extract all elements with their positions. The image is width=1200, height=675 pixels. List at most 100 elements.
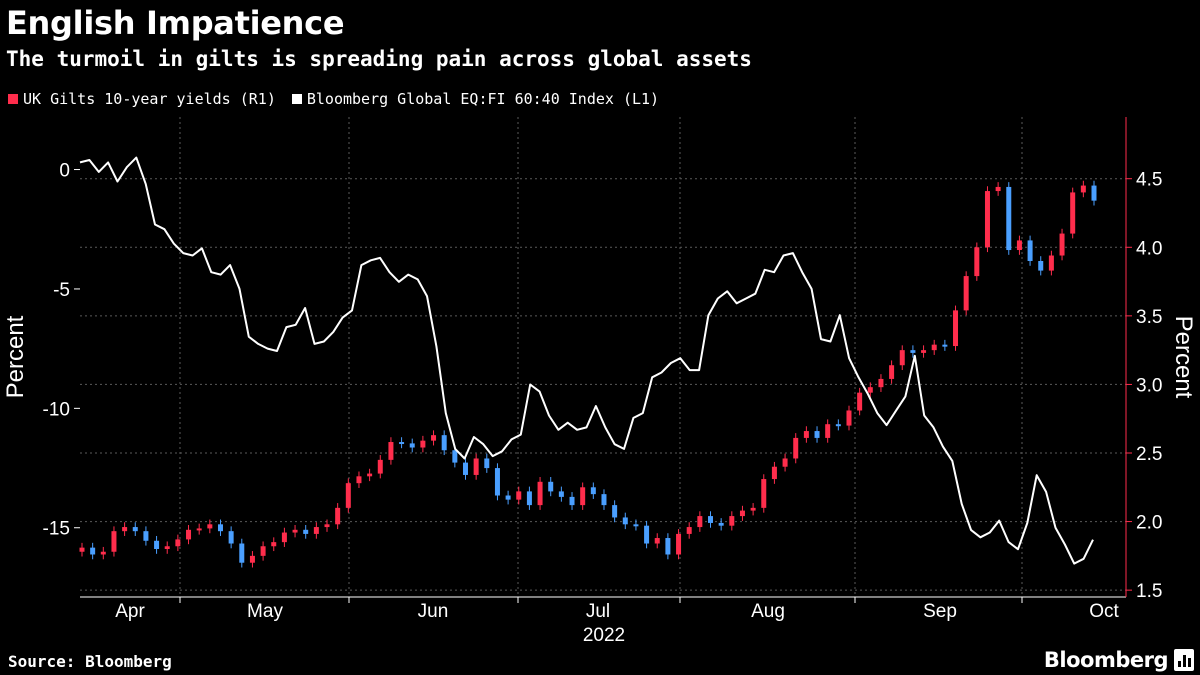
gilts-candle-43 [537, 481, 543, 506]
gilts-candle-8 [164, 546, 170, 549]
gilts-candle-87 [1006, 186, 1012, 251]
gilts-candle-14 [228, 531, 234, 544]
grid-layer [80, 117, 1126, 597]
gilts-candle-44 [548, 481, 554, 492]
gilts-candle-88 [1016, 240, 1022, 251]
gilts-candle-73 [857, 392, 863, 411]
right-tick-label-0: 1.5 [1136, 581, 1162, 602]
gilts-candle-80 [931, 344, 937, 351]
gilts-candle-5 [132, 527, 138, 532]
gilts-candle-13 [217, 524, 223, 532]
gilts-candle-27 [367, 473, 373, 477]
gilts-candle-74 [867, 387, 873, 393]
gilts-candles [79, 180, 1097, 568]
left-tick-label-3: -15 [43, 519, 70, 540]
gilts-candle-42 [526, 491, 532, 506]
gilts-candle-90 [1038, 261, 1044, 271]
gilts-candle-20 [292, 529, 298, 533]
gilts-candle-48 [590, 487, 596, 495]
gilts-candle-41 [516, 491, 522, 500]
month-label-apr: Apr [115, 601, 145, 622]
gilts-candle-29 [388, 442, 394, 460]
gilts-candle-31 [409, 443, 415, 448]
gilts-candle-62 [739, 510, 745, 517]
gilts-candle-26 [356, 476, 362, 484]
gilts-candle-40 [505, 495, 511, 500]
right-tick-label-6: 4.5 [1136, 170, 1162, 191]
right-tick-label-2: 2.5 [1136, 444, 1162, 465]
legend-label-gilts: UK Gilts 10-year yields (R1) [23, 90, 276, 108]
bloomberg-logo: Bloomberg [1043, 648, 1169, 672]
source-note: Source: Bloomberg [8, 652, 172, 671]
right-tick-label-4: 3.5 [1136, 307, 1162, 328]
gilts-candle-94 [1080, 185, 1086, 193]
gilts-candle-79 [921, 350, 927, 353]
gilts-candle-35 [452, 450, 458, 463]
gilts-candle-49 [601, 494, 607, 506]
gilts-candle-51 [622, 517, 628, 525]
gilts-candle-78 [910, 350, 916, 353]
gilts-candle-1 [90, 547, 96, 555]
gilts-candle-95 [1091, 185, 1097, 201]
gilts-candle-72 [846, 410, 852, 426]
gilts-candle-9 [175, 539, 181, 547]
gilts-candle-83 [963, 276, 969, 311]
gilts-candle-85 [984, 191, 990, 248]
gilts-candle-64 [761, 479, 767, 508]
gilts-candle-69 [814, 431, 820, 438]
gilts-candle-91 [1048, 255, 1054, 271]
gilts-candle-68 [803, 431, 809, 438]
gilts-candle-32 [420, 440, 426, 448]
legend-item-gilts: UK Gilts 10-year yields (R1) [8, 90, 276, 108]
gilts-candle-37 [473, 458, 479, 475]
gilts-candle-89 [1027, 240, 1033, 261]
gilts-candle-71 [835, 424, 841, 427]
right-axis-label: Percent [1170, 316, 1197, 399]
month-label-jul: Jul [586, 601, 610, 622]
gilts-candle-59 [708, 516, 714, 523]
gilts-candle-25 [345, 483, 351, 508]
gilts-candle-11 [196, 528, 202, 531]
gilts-candle-18 [271, 542, 277, 547]
gilts-candle-19 [281, 532, 287, 543]
index-line [79, 156, 1094, 565]
gilts-candle-38 [484, 458, 490, 469]
gilts-candle-23 [324, 524, 330, 528]
gilts-candle-75 [878, 378, 884, 388]
gilts-candle-70 [825, 424, 831, 438]
gilts-candle-61 [729, 516, 735, 526]
gilts-candle-47 [580, 487, 586, 506]
gilts-candle-46 [569, 496, 575, 506]
gilts-candle-28 [377, 459, 383, 474]
gilts-candle-0 [79, 547, 85, 552]
gilts-candle-22 [313, 527, 319, 534]
legend-swatch-gilts [8, 94, 18, 104]
gilts-candle-93 [1070, 192, 1076, 234]
gilts-candle-45 [558, 491, 564, 497]
gilts-candle-82 [953, 310, 959, 347]
gilts-candle-2 [100, 551, 106, 555]
gilts-candle-21 [303, 529, 309, 534]
gilts-candle-65 [771, 466, 777, 480]
gilts-candle-33 [431, 435, 437, 441]
gilts-candle-15 [239, 543, 245, 563]
gilts-candle-92 [1059, 233, 1065, 256]
gilts-candle-55 [665, 538, 671, 555]
left-tick-label-0: 0 [59, 161, 70, 182]
bloomberg-chart-icon [1174, 649, 1194, 671]
chart-title: English Impatience [6, 4, 345, 42]
month-label-aug: Aug [751, 601, 785, 622]
left-tick-label-1: -5 [53, 280, 70, 301]
gilts-candle-86 [995, 186, 1001, 192]
month-label-sep: Sep [923, 601, 957, 622]
index-line-layer [79, 156, 1094, 565]
gilts-candle-39 [494, 468, 500, 496]
gilts-candle-54 [654, 538, 660, 544]
right-tick-label-5: 4.0 [1136, 238, 1162, 259]
gilts-candle-77 [899, 350, 905, 366]
left-tick-label-2: -10 [43, 399, 70, 420]
gilts-candle-67 [793, 437, 799, 459]
month-label-may: May [247, 601, 283, 622]
gilts-candle-30 [399, 442, 405, 445]
